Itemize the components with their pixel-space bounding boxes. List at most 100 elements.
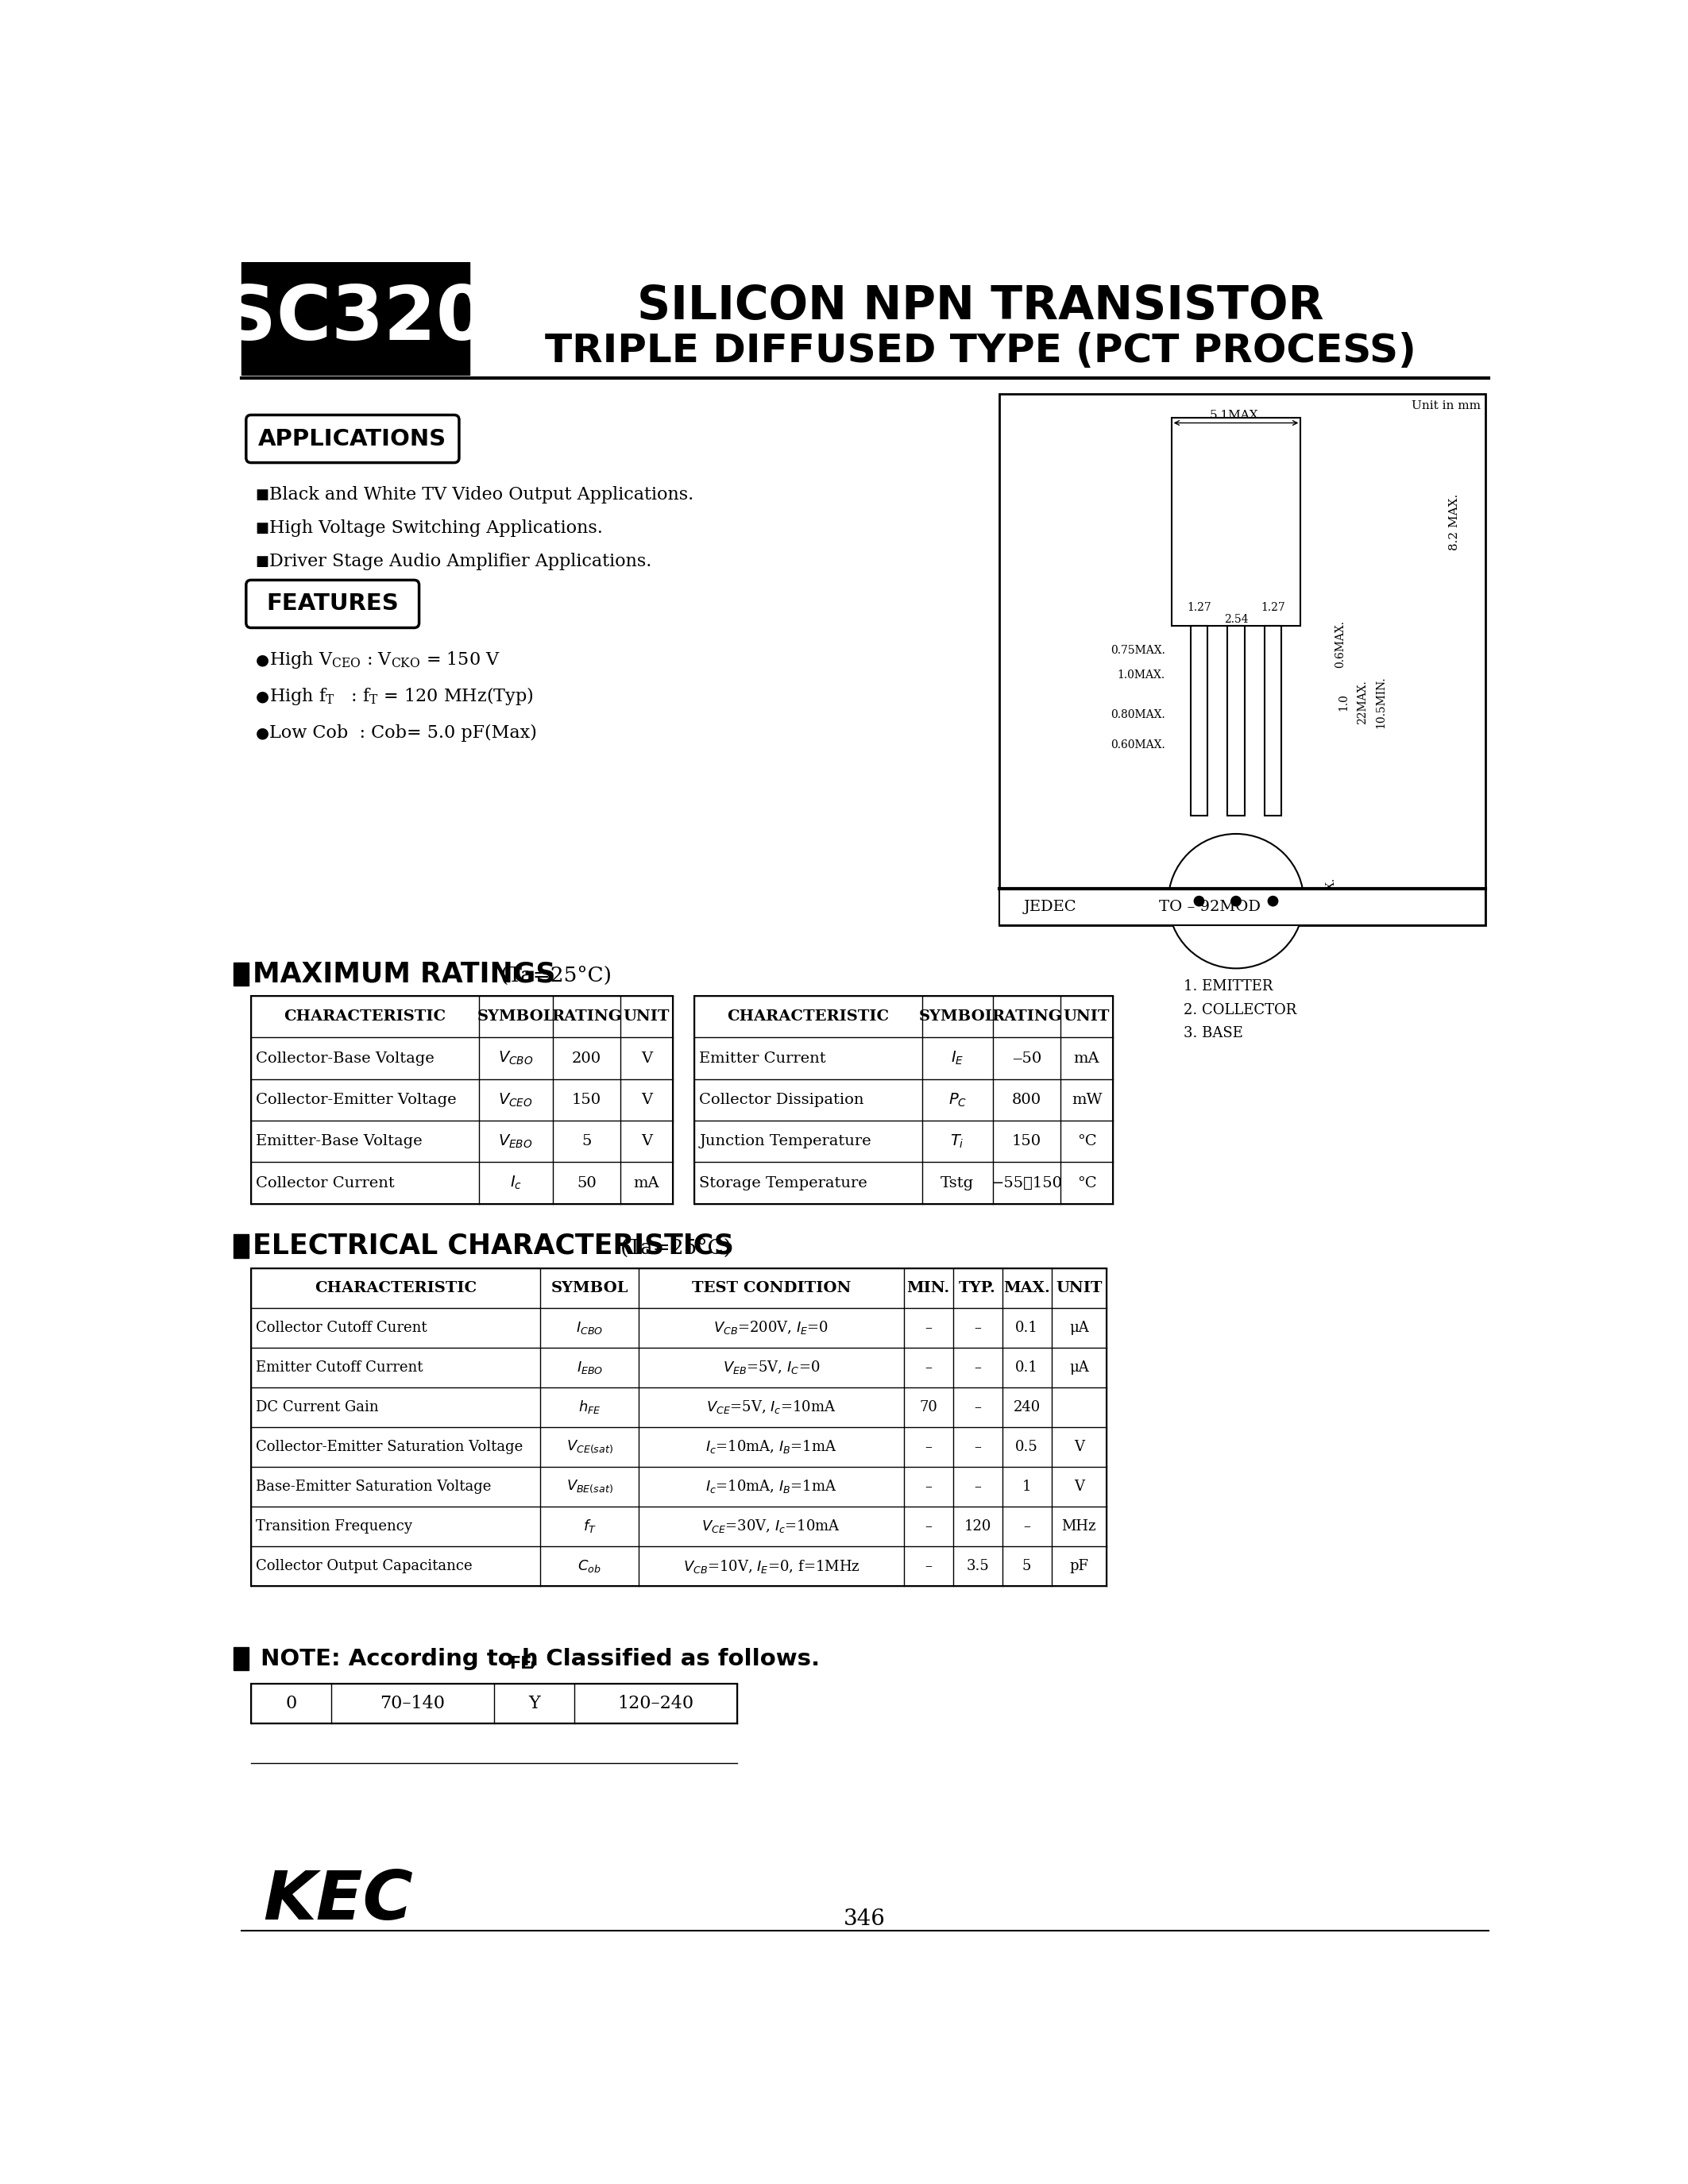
- Text: 70–140: 70–140: [380, 1695, 446, 1712]
- Text: 240: 240: [1013, 1400, 1040, 1415]
- Text: °C: °C: [1077, 1175, 1097, 1190]
- FancyBboxPatch shape: [246, 415, 459, 463]
- Text: SYMBOL: SYMBOL: [478, 1009, 554, 1024]
- Text: ■: ■: [255, 487, 268, 502]
- Text: JEDEC: JEDEC: [1023, 900, 1077, 915]
- Text: V: V: [641, 1133, 652, 1149]
- Bar: [694, 996, 1112, 1203]
- Text: Base-Emitter Saturation Voltage: Base-Emitter Saturation Voltage: [257, 1479, 491, 1494]
- Text: ●: ●: [255, 688, 268, 703]
- Text: SILICON NPN TRANSISTOR: SILICON NPN TRANSISTOR: [636, 284, 1323, 330]
- Bar: [1171, 417, 1301, 627]
- Text: 0: 0: [285, 1695, 297, 1712]
- Text: $h_{FE}$: $h_{FE}$: [579, 1398, 601, 1415]
- Text: 0.60MAX.: 0.60MAX.: [1111, 740, 1165, 751]
- Text: FEATURES: FEATURES: [267, 592, 398, 616]
- Text: °C: °C: [1077, 1133, 1097, 1149]
- Text: Driver Stage Audio Amplifier Applications.: Driver Stage Audio Amplifier Application…: [270, 553, 652, 570]
- Bar: [252, 996, 674, 1203]
- Text: 120: 120: [964, 1520, 991, 1533]
- Text: 50: 50: [577, 1175, 596, 1190]
- Text: 150: 150: [1013, 1133, 1041, 1149]
- Text: $V_{CE}$=30V, $I_c$=10mA: $V_{CE}$=30V, $I_c$=10mA: [702, 1518, 841, 1535]
- Text: Emitter Cutoff Current: Emitter Cutoff Current: [257, 1361, 424, 1374]
- Text: –: –: [925, 1439, 932, 1455]
- Text: −55～150: −55～150: [991, 1175, 1062, 1190]
- Text: Emitter-Base Voltage: Emitter-Base Voltage: [257, 1133, 422, 1149]
- Text: $V_{EBO}$: $V_{EBO}$: [498, 1133, 533, 1151]
- Text: KEC: KEC: [263, 1867, 414, 1933]
- Text: 4.1MAX.: 4.1MAX.: [1325, 878, 1337, 926]
- Text: 1: 1: [1195, 913, 1204, 926]
- Bar: [999, 889, 1485, 926]
- Bar: [1264, 627, 1281, 815]
- Bar: [233, 963, 248, 985]
- Text: 1: 1: [1023, 1479, 1031, 1494]
- Text: TRIPLE DIFFUSED TYPE (PCT PROCESS): TRIPLE DIFFUSED TYPE (PCT PROCESS): [545, 332, 1416, 369]
- Text: μA: μA: [1069, 1321, 1089, 1334]
- Text: $V_{CE}$=5V, $I_c$=10mA: $V_{CE}$=5V, $I_c$=10mA: [706, 1398, 836, 1415]
- Text: Unit in mm: Unit in mm: [1411, 400, 1480, 411]
- Text: 800: 800: [1013, 1092, 1041, 1107]
- Text: $T_i$: $T_i$: [950, 1133, 964, 1151]
- Text: –: –: [974, 1321, 981, 1334]
- Text: 200: 200: [572, 1051, 601, 1066]
- Bar: [252, 1684, 738, 1723]
- Text: DC Current Gain: DC Current Gain: [257, 1400, 378, 1415]
- Text: $I_c$=10mA, $I_B$=1mA: $I_c$=10mA, $I_B$=1mA: [706, 1479, 837, 1496]
- Text: –: –: [925, 1559, 932, 1572]
- Text: 10.5MIN.: 10.5MIN.: [1376, 677, 1386, 729]
- Text: V: V: [1074, 1439, 1084, 1455]
- Text: 5: 5: [582, 1133, 591, 1149]
- Text: UNIT: UNIT: [1055, 1280, 1102, 1295]
- Text: pF: pF: [1070, 1559, 1089, 1572]
- Text: 0.6MAX.: 0.6MAX.: [1335, 620, 1345, 668]
- Text: V: V: [641, 1051, 652, 1066]
- Text: 346: 346: [844, 1909, 886, 1931]
- Text: $I_{EBO}$: $I_{EBO}$: [576, 1358, 603, 1376]
- Text: UNIT: UNIT: [623, 1009, 670, 1024]
- Text: Y: Y: [528, 1695, 540, 1712]
- FancyBboxPatch shape: [246, 581, 419, 627]
- Text: 5.1MAX.: 5.1MAX.: [1210, 408, 1263, 422]
- Text: MAXIMUM RATINGS: MAXIMUM RATINGS: [253, 961, 555, 987]
- Text: Collector Current: Collector Current: [257, 1175, 395, 1190]
- Text: Tstg: Tstg: [940, 1175, 974, 1190]
- Text: ■: ■: [255, 522, 268, 535]
- Text: –: –: [925, 1321, 932, 1334]
- Text: V: V: [1074, 1479, 1084, 1494]
- Text: Junction Temperature: Junction Temperature: [699, 1133, 871, 1149]
- Text: TYP.: TYP.: [959, 1280, 996, 1295]
- Text: High $\mathregular{f_T}$   : $\mathregular{f_T}$ = 120 MHz(Typ): High $\mathregular{f_T}$ : $\mathregular…: [270, 686, 533, 708]
- Bar: [252, 1269, 1107, 1586]
- Text: $I_{c}$: $I_{c}$: [510, 1175, 522, 1192]
- Text: Storage Temperature: Storage Temperature: [699, 1175, 868, 1190]
- Text: mW: mW: [1072, 1092, 1102, 1107]
- Text: μA: μA: [1069, 1361, 1089, 1374]
- Text: 120–240: 120–240: [618, 1695, 694, 1712]
- Text: $f_T$: $f_T$: [582, 1518, 596, 1535]
- Text: 2. COLLECTOR: 2. COLLECTOR: [1183, 1002, 1296, 1018]
- Text: 22MAX.: 22MAX.: [1357, 679, 1367, 725]
- Text: 1.0: 1.0: [1339, 695, 1349, 712]
- Text: $V_{BE(sat)}$: $V_{BE(sat)}$: [565, 1479, 613, 1494]
- Text: NOTE: According to h: NOTE: According to h: [253, 1647, 538, 1671]
- Text: 150: 150: [572, 1092, 601, 1107]
- Text: 0.80MAX.: 0.80MAX.: [1111, 710, 1165, 721]
- Circle shape: [1193, 895, 1204, 906]
- Text: Collector-Emitter Saturation Voltage: Collector-Emitter Saturation Voltage: [257, 1439, 523, 1455]
- Text: mA: mA: [1074, 1051, 1099, 1066]
- Text: FE: FE: [510, 1655, 532, 1671]
- Text: (Ta=25°C): (Ta=25°C): [500, 965, 613, 985]
- Text: V: V: [641, 1092, 652, 1107]
- Text: $V_{CEO}$: $V_{CEO}$: [498, 1092, 533, 1107]
- Text: ●: ●: [255, 653, 268, 666]
- Bar: [1227, 627, 1244, 815]
- Text: Collector Cutoff Curent: Collector Cutoff Curent: [257, 1321, 427, 1334]
- Bar: [233, 1234, 248, 1258]
- Text: –: –: [974, 1479, 981, 1494]
- Text: 0.5: 0.5: [1014, 1439, 1038, 1455]
- Text: $C_{ob}$: $C_{ob}$: [577, 1557, 601, 1575]
- Text: mA: mA: [633, 1175, 660, 1190]
- Text: $V_{CB}$=200V, $I_E$=0: $V_{CB}$=200V, $I_E$=0: [714, 1319, 829, 1337]
